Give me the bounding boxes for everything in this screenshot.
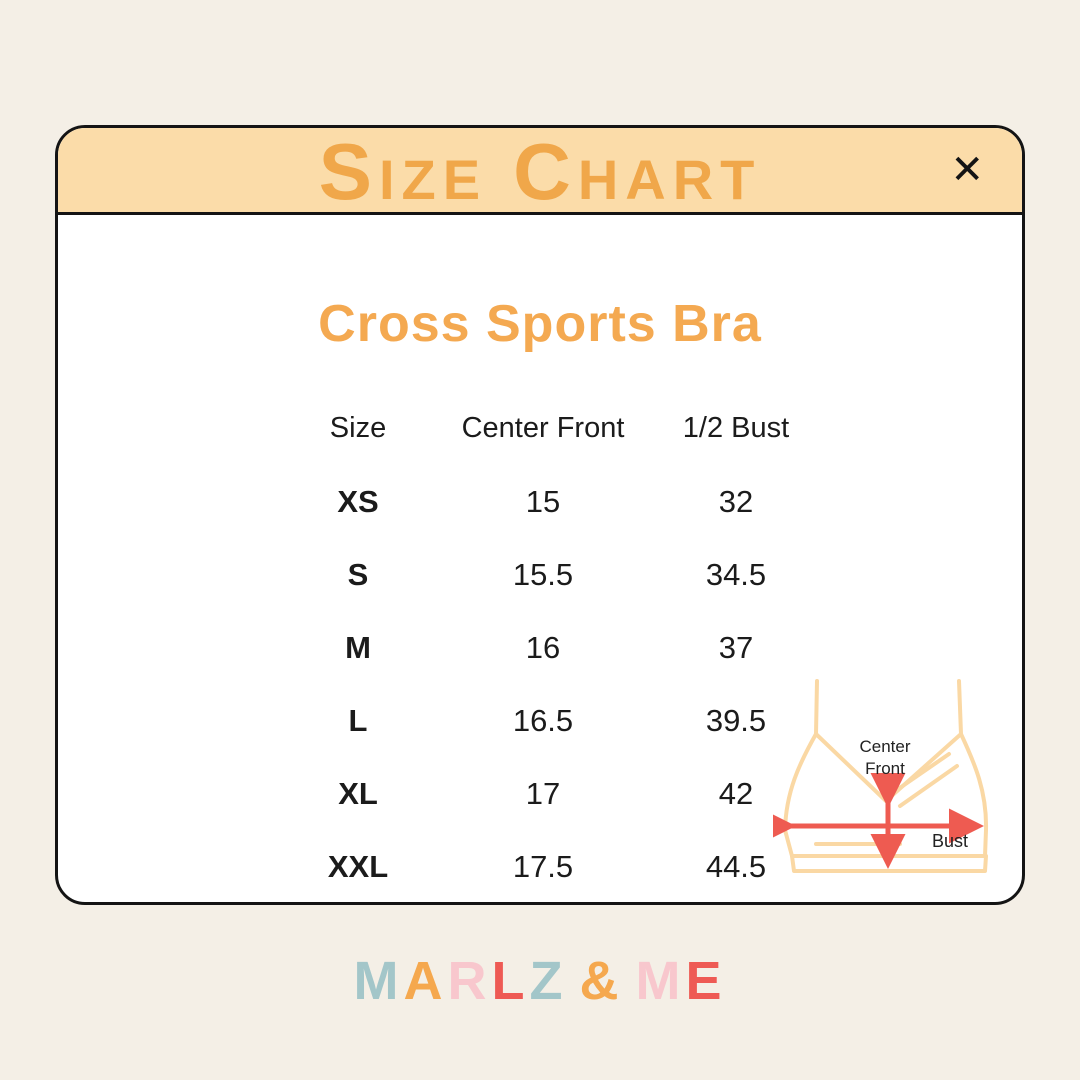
right-strap: [957, 679, 963, 736]
half-bust-cell: 44.5: [705, 848, 767, 884]
brand-letter: E: [685, 951, 727, 1011]
column-header-center-front: Center Front: [461, 412, 625, 444]
title-word-chart: CHART: [513, 127, 762, 216]
center-front-label-line2: Front: [865, 759, 905, 778]
size-cell: L: [348, 702, 368, 738]
product-title: Cross Sports Bra: [318, 295, 762, 353]
half-bust-cell: 39.5: [705, 702, 767, 738]
cross-detail-line-2: [898, 764, 959, 808]
size-cell: XS: [337, 483, 379, 519]
half-bust-cell: 37: [718, 629, 754, 665]
column-header-size: Size: [329, 412, 387, 444]
center-front-cell: 17: [525, 775, 561, 811]
table-row: XS 15 32: [283, 465, 819, 538]
table-row: XL 17 42: [283, 757, 819, 830]
brand-letter: &: [579, 951, 624, 1011]
center-front-cell: 16: [525, 629, 561, 665]
center-front-cell: 17.5: [512, 848, 574, 884]
brand-letter: Z: [529, 951, 568, 1011]
table-row: L 16.5 39.5: [283, 684, 819, 757]
center-front-cell: 15.5: [512, 556, 574, 592]
center-front-cell: 16.5: [512, 702, 574, 738]
size-cell: M: [345, 629, 371, 665]
center-front-label-line1: Center: [859, 737, 910, 756]
table-row: M 16 37: [283, 611, 819, 684]
close-icon[interactable]: ✕: [950, 147, 984, 193]
table-row: S 15.5 34.5: [283, 538, 819, 611]
right-side-edge: [959, 732, 989, 858]
center-front-cell: 15: [525, 483, 561, 519]
brand-logo: MARLZ & ME: [0, 951, 1080, 1011]
table-body: XS 15 32 S 15.5 34.5 M 16 37 L 16.5 39.5…: [283, 465, 819, 902]
brand-letter: M: [353, 951, 404, 1011]
brand-letter: M: [635, 951, 686, 1011]
left-side-edge: [783, 732, 818, 858]
size-table: Size Center Front 1/2 Bust XS 15 32 S 15…: [283, 392, 819, 902]
brand-letter: L: [491, 951, 530, 1011]
under-band: [790, 854, 988, 873]
size-chart-modal: SIZE CHART ✕ Cross Sports Bra Size Cente…: [55, 125, 1025, 905]
size-cell: S: [347, 556, 369, 592]
brand-letter: R: [447, 951, 492, 1011]
table-row: XXL 17.5 44.5: [283, 830, 819, 902]
modal-title: SIZE CHART: [319, 132, 762, 212]
brand-letter: A: [403, 951, 448, 1011]
column-header-half-bust: 1/2 Bust: [682, 412, 790, 444]
measure-arrows: [773, 773, 984, 869]
modal-header: SIZE CHART ✕: [58, 128, 1022, 215]
bra-diagram: Center Front Bust: [773, 679, 989, 873]
size-cell: XL: [338, 775, 378, 811]
half-bust-cell: 32: [718, 483, 754, 519]
title-word-size: SIZE: [318, 127, 488, 216]
half-bust-cell: 34.5: [705, 556, 767, 592]
bust-label: Bust: [932, 831, 968, 851]
table-header-row: Size Center Front 1/2 Bust: [283, 392, 819, 465]
left-strap: [814, 679, 819, 736]
size-cell: XXL: [327, 848, 389, 884]
half-bust-cell: 42: [718, 775, 754, 811]
